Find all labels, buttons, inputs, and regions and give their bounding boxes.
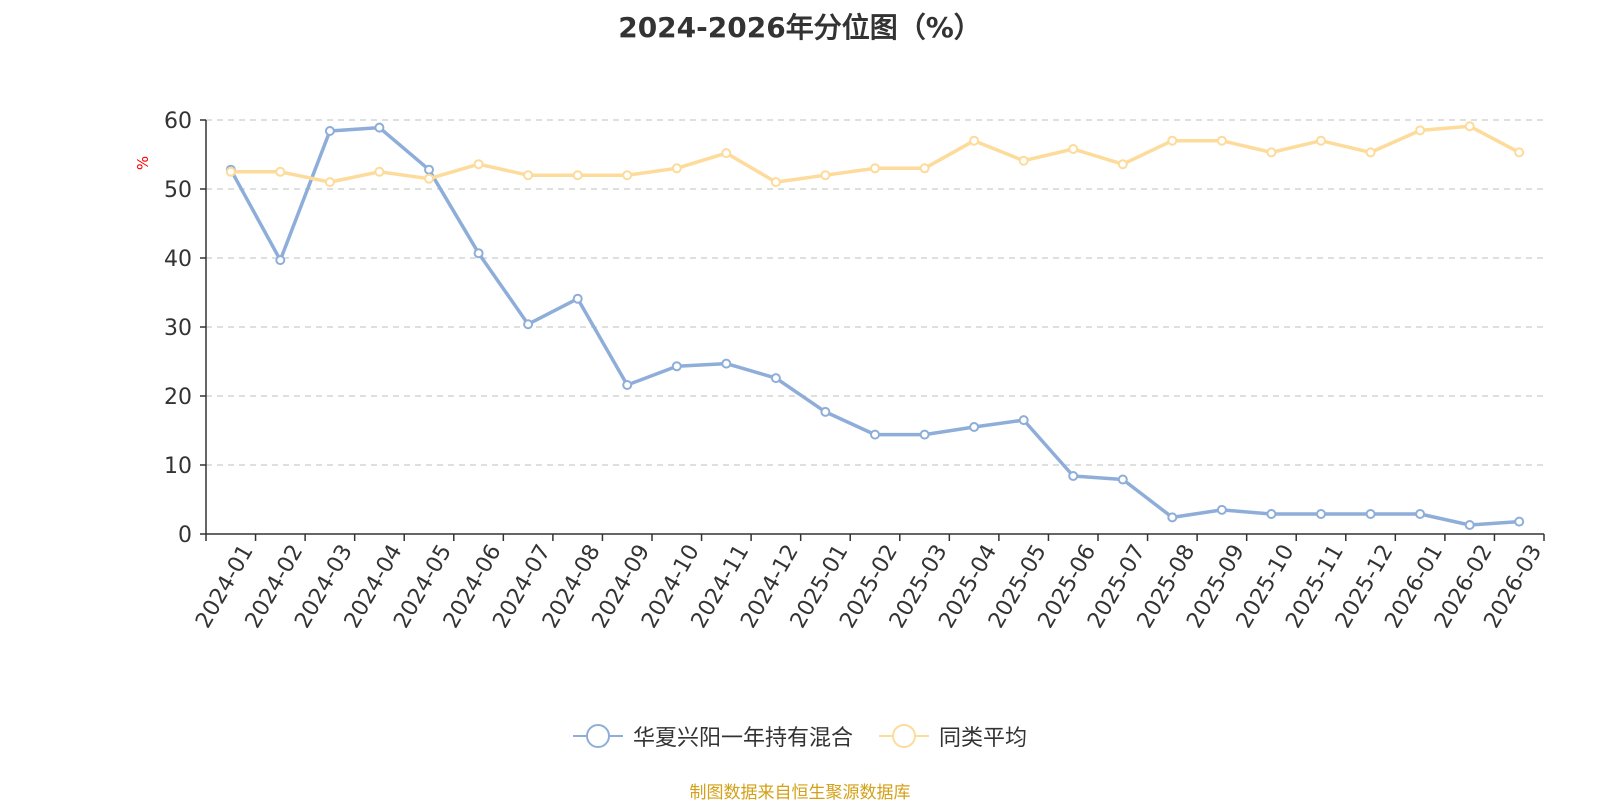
data-point[interactable]: [1117, 159, 1128, 170]
series-line-2: [229, 124, 1521, 184]
data-point[interactable]: [1018, 155, 1029, 166]
data-point[interactable]: [324, 177, 335, 188]
data-point[interactable]: [374, 122, 385, 133]
data-point[interactable]: [324, 126, 335, 136]
y-tick-label: 10: [164, 454, 192, 479]
data-point[interactable]: [820, 406, 831, 417]
data-point[interactable]: [1266, 509, 1277, 519]
data-point[interactable]: [1514, 516, 1525, 527]
data-point[interactable]: [1464, 520, 1475, 530]
data-point[interactable]: [1216, 135, 1227, 146]
data-point[interactable]: [1365, 509, 1376, 519]
data-point[interactable]: [919, 163, 930, 174]
data-point[interactable]: [225, 166, 236, 177]
data-point[interactable]: [1167, 135, 1178, 146]
data-point[interactable]: [473, 248, 484, 259]
data-point[interactable]: [1514, 147, 1525, 158]
data-point[interactable]: [374, 166, 385, 177]
data-point[interactable]: [622, 170, 633, 181]
data-point[interactable]: [770, 177, 781, 188]
data-point[interactable]: [572, 293, 583, 304]
data-point[interactable]: [1266, 147, 1277, 158]
data-point[interactable]: [1316, 509, 1326, 519]
data-point[interactable]: [424, 173, 434, 184]
data-point[interactable]: [1415, 125, 1426, 136]
data-point[interactable]: [1316, 135, 1326, 146]
data-point[interactable]: [770, 373, 781, 384]
data-point[interactable]: [1167, 512, 1178, 523]
data-point[interactable]: [671, 361, 682, 372]
data-point[interactable]: [424, 164, 434, 175]
grid-lines: [206, 119, 1544, 466]
legend-label: 同类平均: [939, 726, 1028, 751]
data-point[interactable]: [1415, 509, 1426, 519]
data-point[interactable]: [1365, 147, 1376, 158]
data-point[interactable]: [870, 163, 880, 174]
data-point[interactable]: [870, 429, 880, 440]
data-point[interactable]: [622, 380, 633, 390]
y-tick-label: 40: [164, 247, 192, 272]
axes: 01020304050602024-012024-022024-032024-0…: [164, 109, 1547, 633]
data-point[interactable]: [523, 170, 534, 181]
y-axis-label: %: [134, 156, 152, 170]
chart-legend: 华夏兴阳一年持有混合 同类平均: [0, 720, 1600, 752]
series-lines: [229, 124, 1521, 527]
data-point[interactable]: [969, 135, 980, 146]
data-point[interactable]: [721, 358, 732, 369]
chart-title: 2024-2026年分位图（%）: [618, 11, 982, 44]
data-source-footer: 制图数据来自恒生聚源数据库: [689, 783, 911, 800]
data-point[interactable]: [820, 170, 831, 181]
data-point[interactable]: [969, 422, 980, 432]
data-point[interactable]: [523, 319, 534, 330]
y-tick-label: 30: [164, 316, 192, 341]
y-tick-label: 60: [164, 109, 192, 134]
y-tick-label: 20: [164, 385, 192, 410]
data-point[interactable]: [572, 170, 583, 181]
data-point[interactable]: [721, 148, 732, 159]
data-point[interactable]: [1216, 504, 1227, 515]
legend-item-series1[interactable]: 华夏兴阳一年持有混合: [572, 720, 853, 752]
data-point[interactable]: [1117, 474, 1128, 485]
legend-marker-icon: [572, 723, 623, 749]
series-line-1: [229, 125, 1521, 527]
data-point[interactable]: [1464, 121, 1475, 132]
data-point[interactable]: [1068, 144, 1079, 154]
data-point[interactable]: [473, 159, 484, 170]
legend-item-series2[interactable]: 同类平均: [879, 720, 1027, 752]
legend-label: 华夏兴阳一年持有混合: [632, 726, 853, 751]
data-points: [225, 121, 1525, 530]
data-point[interactable]: [275, 166, 286, 177]
data-point[interactable]: [671, 163, 682, 174]
y-tick-label: 0: [178, 523, 192, 548]
legend-marker-icon: [879, 723, 929, 749]
data-point[interactable]: [275, 255, 286, 266]
data-point[interactable]: [1018, 415, 1029, 426]
y-tick-label: 50: [164, 178, 192, 203]
data-point[interactable]: [919, 429, 930, 440]
data-point[interactable]: [1068, 471, 1079, 481]
